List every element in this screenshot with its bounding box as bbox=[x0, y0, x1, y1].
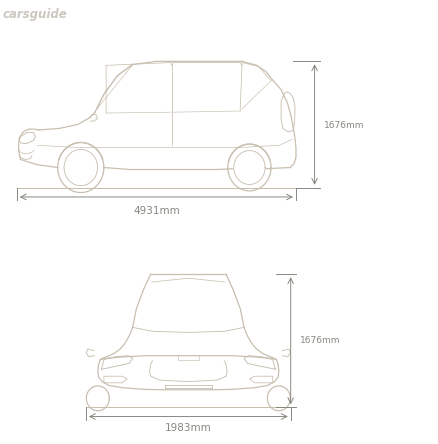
Text: 1983mm: 1983mm bbox=[165, 423, 212, 433]
Text: carsguide: carsguide bbox=[3, 8, 68, 21]
Text: 1676mm: 1676mm bbox=[324, 121, 364, 130]
Text: 1676mm: 1676mm bbox=[300, 336, 340, 345]
Text: 4931mm: 4931mm bbox=[133, 206, 180, 216]
